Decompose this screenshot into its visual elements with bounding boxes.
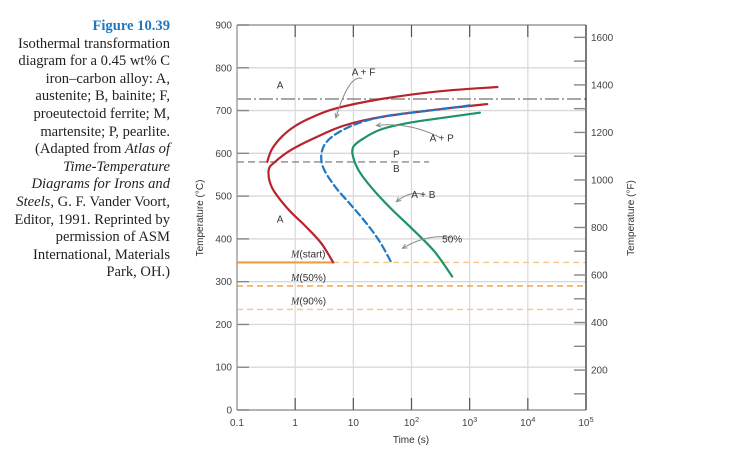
y-tick-label: 900 [215,21,232,32]
y-tick-label: 200 [215,320,232,331]
arrow-head [401,243,408,249]
region-label: P [393,150,400,161]
martensite-label: M(start) [290,249,325,260]
y-tick-label: 700 [215,106,232,117]
y2-tick-label: 1000 [591,175,614,186]
y2-axis-label: Temperature (°F) [626,180,637,256]
region-label: A [277,214,284,225]
region-label: 50% [442,234,462,245]
x-tick-label: 104 [520,415,535,429]
x-tick-exponent: 2 [415,415,419,424]
y2-tick-label: 200 [591,366,608,377]
y-tick-label: 400 [215,234,232,245]
arrow-head [375,122,382,128]
martensite-symbol: M [290,296,300,307]
y2-tick-label: 1400 [591,80,614,91]
y2-tick-label: 1600 [591,33,614,44]
annotation-arrow [376,124,440,138]
curves [266,85,499,278]
martensite-symbol: M [290,249,300,260]
reference-lines [237,98,586,311]
x-tick-label: 10 [348,418,360,429]
martensite-fraction: (start) [299,249,325,260]
x-tick-exponent: 5 [589,415,593,424]
figure-label: Figure 10.39 [92,18,170,34]
y2-tick-label: 400 [591,318,608,329]
x-axis-label: Time (s) [393,435,429,446]
grid [237,25,586,410]
y-tick-label: 600 [215,149,232,160]
annotation-arrow [335,77,362,118]
annotation-arrow [396,192,424,203]
curve-fifty-percent [320,104,471,264]
x-tick-exponent: 3 [473,415,477,424]
x-tick-label: 103 [462,415,477,429]
y-tick-label: 800 [215,63,232,74]
caption-text-1: Isothermal transformation diagram for a … [18,35,170,158]
y2-tick-label: 1200 [591,128,614,139]
x-tick-exponent: 4 [531,415,535,424]
annotation-arrow [402,236,452,249]
region-label: A + B [411,190,436,201]
x-tick-label: 102 [404,415,419,429]
y-tick-label: 100 [215,363,232,374]
y2-tick-label: 800 [591,223,608,234]
region-label: A + P [430,133,455,144]
y-tick-label: 300 [215,277,232,288]
caption-source-title: Atlas of Time-Temperature Diagrams for I… [16,141,170,210]
region-label: A + F [352,68,376,79]
region-label: A [277,80,284,91]
martensite-label: M(90%) [290,296,326,307]
martensite-fraction: (50%) [299,273,326,284]
y-axis-label: Temperature (°C) [195,180,206,257]
caption-text-2: G. F. Vander Voort, Editor, 1991. Reprin… [14,193,170,281]
curve-ferrite-start [266,85,499,163]
x-tick-label: 0.1 [230,418,244,429]
martensite-label: M(50%) [290,273,326,284]
arrow-head [395,196,402,203]
martensite-symbol: M [290,273,300,284]
y-tick-label: 500 [215,192,232,203]
y-tick-label: 0 [226,406,232,417]
y2-tick-label: 600 [591,271,608,282]
x-tick-label: 105 [578,415,593,429]
arrow-head [334,112,340,119]
axes: 0 100 200 300 400 500 600 700 800 900 0.1 1 10 102 103… [215,21,613,430]
curve-transformation-end [351,111,481,278]
martensite-fraction: (90%) [299,296,326,307]
region-label: B [393,164,400,175]
figure-caption: Figure 10.39 Isothermal transformation d… [10,18,170,282]
x-tick-label: 1 [292,418,298,429]
